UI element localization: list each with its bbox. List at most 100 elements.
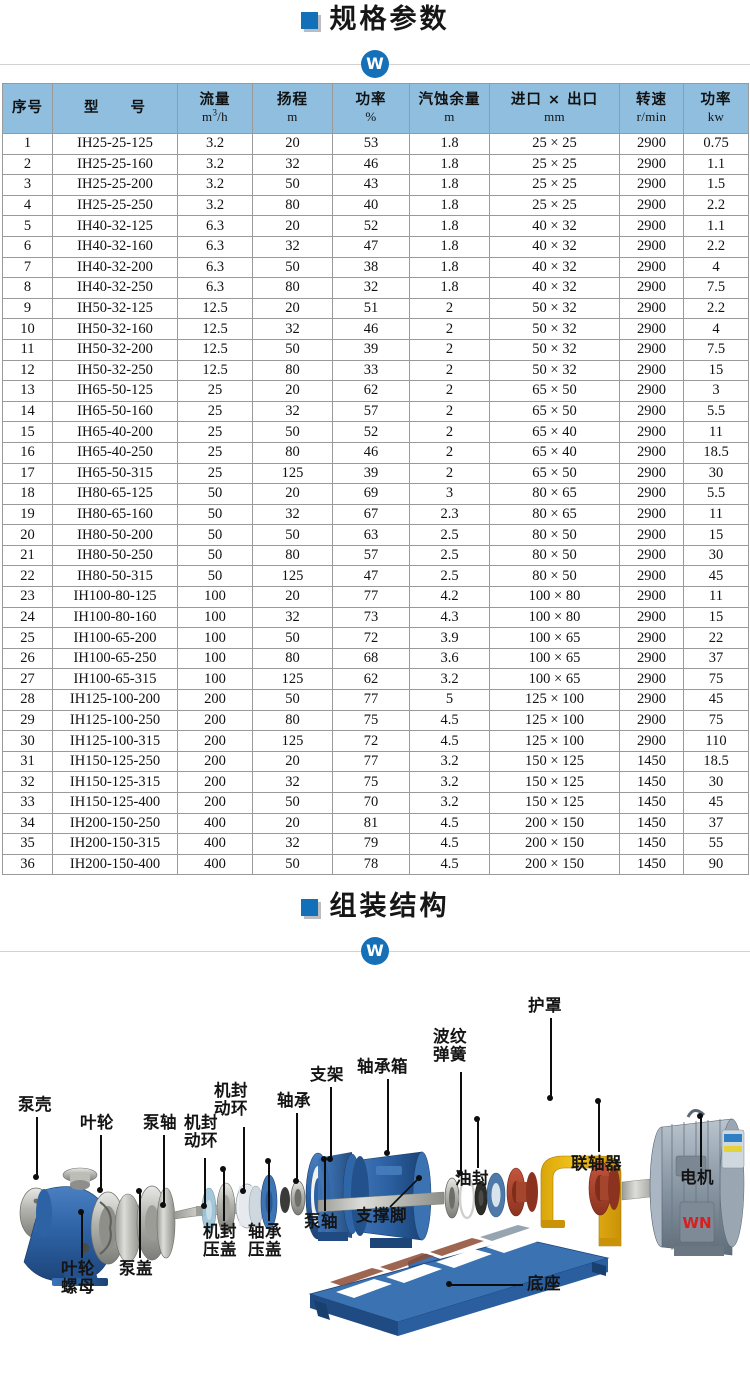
table-cell: 32 [252,771,333,793]
table-cell: 2900 [619,318,684,340]
table-cell: 11 [2,338,53,361]
table-cell: 1450 [619,833,684,855]
table-cell: 47 [332,235,410,258]
table-row: 11 IH50-32-200 12.5 50 39 2 50 × 32 2900 7.5 [2,338,749,361]
table-row: 26 IH100-65-250 100 80 68 3.6 100 × 65 2900 37 [2,647,749,670]
table-cell: 2.2 [683,194,749,217]
table-cell: 75 [332,709,410,732]
table-cell: 2900 [619,709,684,732]
table-cell: 12.5 [177,318,253,340]
table-cell: 80 [252,277,333,299]
table-cell: 30 [683,544,749,567]
table-cell: 10 [2,318,53,340]
table-cell: 24 [2,606,53,629]
table-cell: 30 [683,771,749,793]
table-cell: 46 [332,441,410,464]
table-cell: 55 [683,833,749,855]
table-cell: 80 × 50 [489,544,620,567]
table-cell: 50 [252,174,333,196]
table-cell: 200 [177,730,253,752]
table-cell: IH100-80-125 [52,586,178,608]
table-cell: IH100-65-315 [52,668,178,691]
table-cell: 3 [409,483,490,505]
table-cell: 62 [332,668,410,691]
table-cell: 15 [683,359,749,382]
col-header-title: 扬程 [277,92,308,109]
table-cell: 2900 [619,483,684,505]
table-cell: 2900 [619,544,684,567]
table-cell: 34 [2,812,53,835]
table-cell: 33 [2,792,53,814]
label-seal-ring-1: 机封 动环 [184,1113,218,1150]
table-cell: 90 [683,853,749,876]
table-row: 28 IH125-100-200 200 50 77 5 125 × 100 2900 45 [2,689,749,711]
table-cell: 15 [2,421,53,443]
table-cell: 100 [177,586,253,608]
leader-dot-pump-shaft-top [160,1202,166,1209]
table-cell: 2 [409,462,490,485]
leader-pump-casing [36,1117,38,1178]
table-cell: 100 × 65 [489,647,620,670]
label-seal-gland: 机封 压盖 [203,1222,237,1259]
table-row: 18 IH80-65-125 50 20 69 3 80 × 65 2900 5.5 [2,483,749,505]
leader-dot-base [446,1281,452,1288]
leader-wave-spring [460,1072,462,1174]
table-cell: 46 [332,153,410,176]
table-cell: 200 [177,792,253,814]
table-cell: 50 [252,853,333,876]
label-oil-seal: 油封 [455,1169,489,1189]
table-row: 19 IH80-65-160 50 32 67 2.3 80 × 65 2900 11 [2,503,749,526]
table-cell: 40 [332,194,410,217]
table-cell: 20 [252,812,333,835]
table-row: 31 IH150-125-250 200 20 77 3.2 150 × 125 1450 18… [2,750,749,773]
table-cell: IH40-32-125 [52,215,178,237]
table-cell: 4.2 [409,586,490,608]
table-cell: 67 [332,503,410,526]
table-cell: 2.2 [683,297,749,320]
table-row: 35 IH200-150-315 400 32 79 4.5 200 × 150 1450 55 [2,833,749,855]
table-cell: 100 [177,627,253,649]
table-cell: 2900 [619,503,684,526]
table-cell: 2900 [619,668,684,691]
motor-part: WN [649,1109,745,1257]
label-impeller: 叶轮 [80,1113,114,1133]
table-col-header-7: 转速 r/min [619,83,684,134]
table-row: 21 IH80-50-250 50 80 57 2.5 80 × 50 2900 30 [2,544,749,567]
table-cell: 45 [683,689,749,711]
table-cell: 125 × 100 [489,689,620,711]
table-cell: 2900 [619,359,684,382]
table-cell: 77 [332,689,410,711]
wave-spring-part [458,1177,476,1220]
table-cell: 2900 [619,421,684,443]
table-cell: 26 [2,647,53,670]
table-cell: 65 × 50 [489,400,620,423]
label-support-foot: 支撑脚 [356,1206,407,1226]
table-cell: 25 [177,462,253,485]
table-cell: 1450 [619,812,684,835]
label-base: 底座 [527,1274,561,1294]
table-cell: 22 [2,565,53,588]
table-cell: 20 [252,380,333,402]
table-cell: 39 [332,338,410,361]
table-cell: 47 [332,565,410,588]
table-cell: 45 [683,792,749,814]
table-cell: 2900 [619,133,684,155]
leader-dot-impeller [97,1187,103,1194]
table-row: 13 IH65-50-125 25 20 62 2 65 × 50 2900 3 [2,380,749,402]
table-cell: 5.5 [683,400,749,423]
label-bracket: 支架 [310,1065,344,1085]
leader-oil-seal [477,1120,479,1169]
table-cell: IH80-50-250 [52,544,178,567]
leader-bearing-gland [268,1162,270,1222]
table-cell: 32 [252,833,333,855]
table-cell: IH150-125-315 [52,771,178,793]
label-motor: 电机 [680,1168,714,1188]
spec-table-wrapper: 序号型 号流量 m3/h 扬程 m 功率% 汽蚀余量 m 进口 × 出口 mm 转速 r/min 功率… [0,83,750,876]
table-cell: 1.8 [409,194,490,217]
table-cell: 2900 [619,565,684,588]
base-part [308,1225,610,1337]
table-cell: 11 [683,503,749,526]
label-pump-casing: 泵壳 [18,1095,52,1115]
table-cell: 32 [252,153,333,176]
table-cell: 2900 [619,277,684,299]
